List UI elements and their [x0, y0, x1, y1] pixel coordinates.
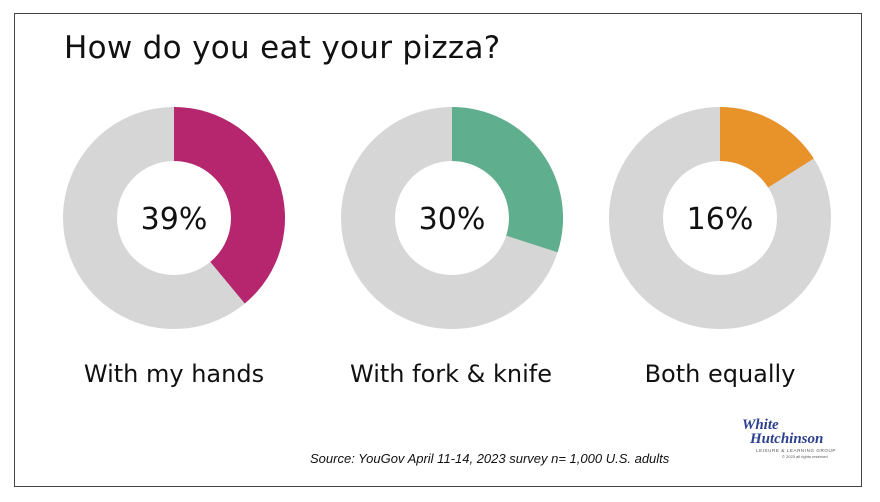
donut-value-fork-knife: 30% [419, 202, 486, 237]
logo-line2: Hutchinson [750, 431, 824, 447]
donut-slice-both [720, 107, 814, 188]
donut-label-fork-knife: With fork & knife [350, 360, 552, 388]
logo-line1: White [742, 417, 779, 433]
white-hutchinson-logo: White Hutchinson LEISURE & LEARNING GROU… [742, 418, 842, 470]
donut-slice-hands [174, 107, 286, 304]
donut-label-hands: With my hands [83, 360, 265, 388]
chart-title: How do you eat your pizza? [64, 30, 501, 66]
donut-value-both: 16% [687, 202, 754, 237]
source-note: Source: YouGov April 11-14, 2023 survey … [310, 451, 670, 466]
donut-value-hands: 39% [141, 202, 208, 237]
donut-label-both: Both equally [644, 360, 796, 388]
logo-copyright: © 2023 all rights reserved [782, 454, 828, 459]
chart-frame [14, 13, 862, 487]
donut-slice-fork-knife [452, 107, 563, 253]
logo-tagline: LEISURE & LEARNING GROUP [756, 448, 836, 453]
